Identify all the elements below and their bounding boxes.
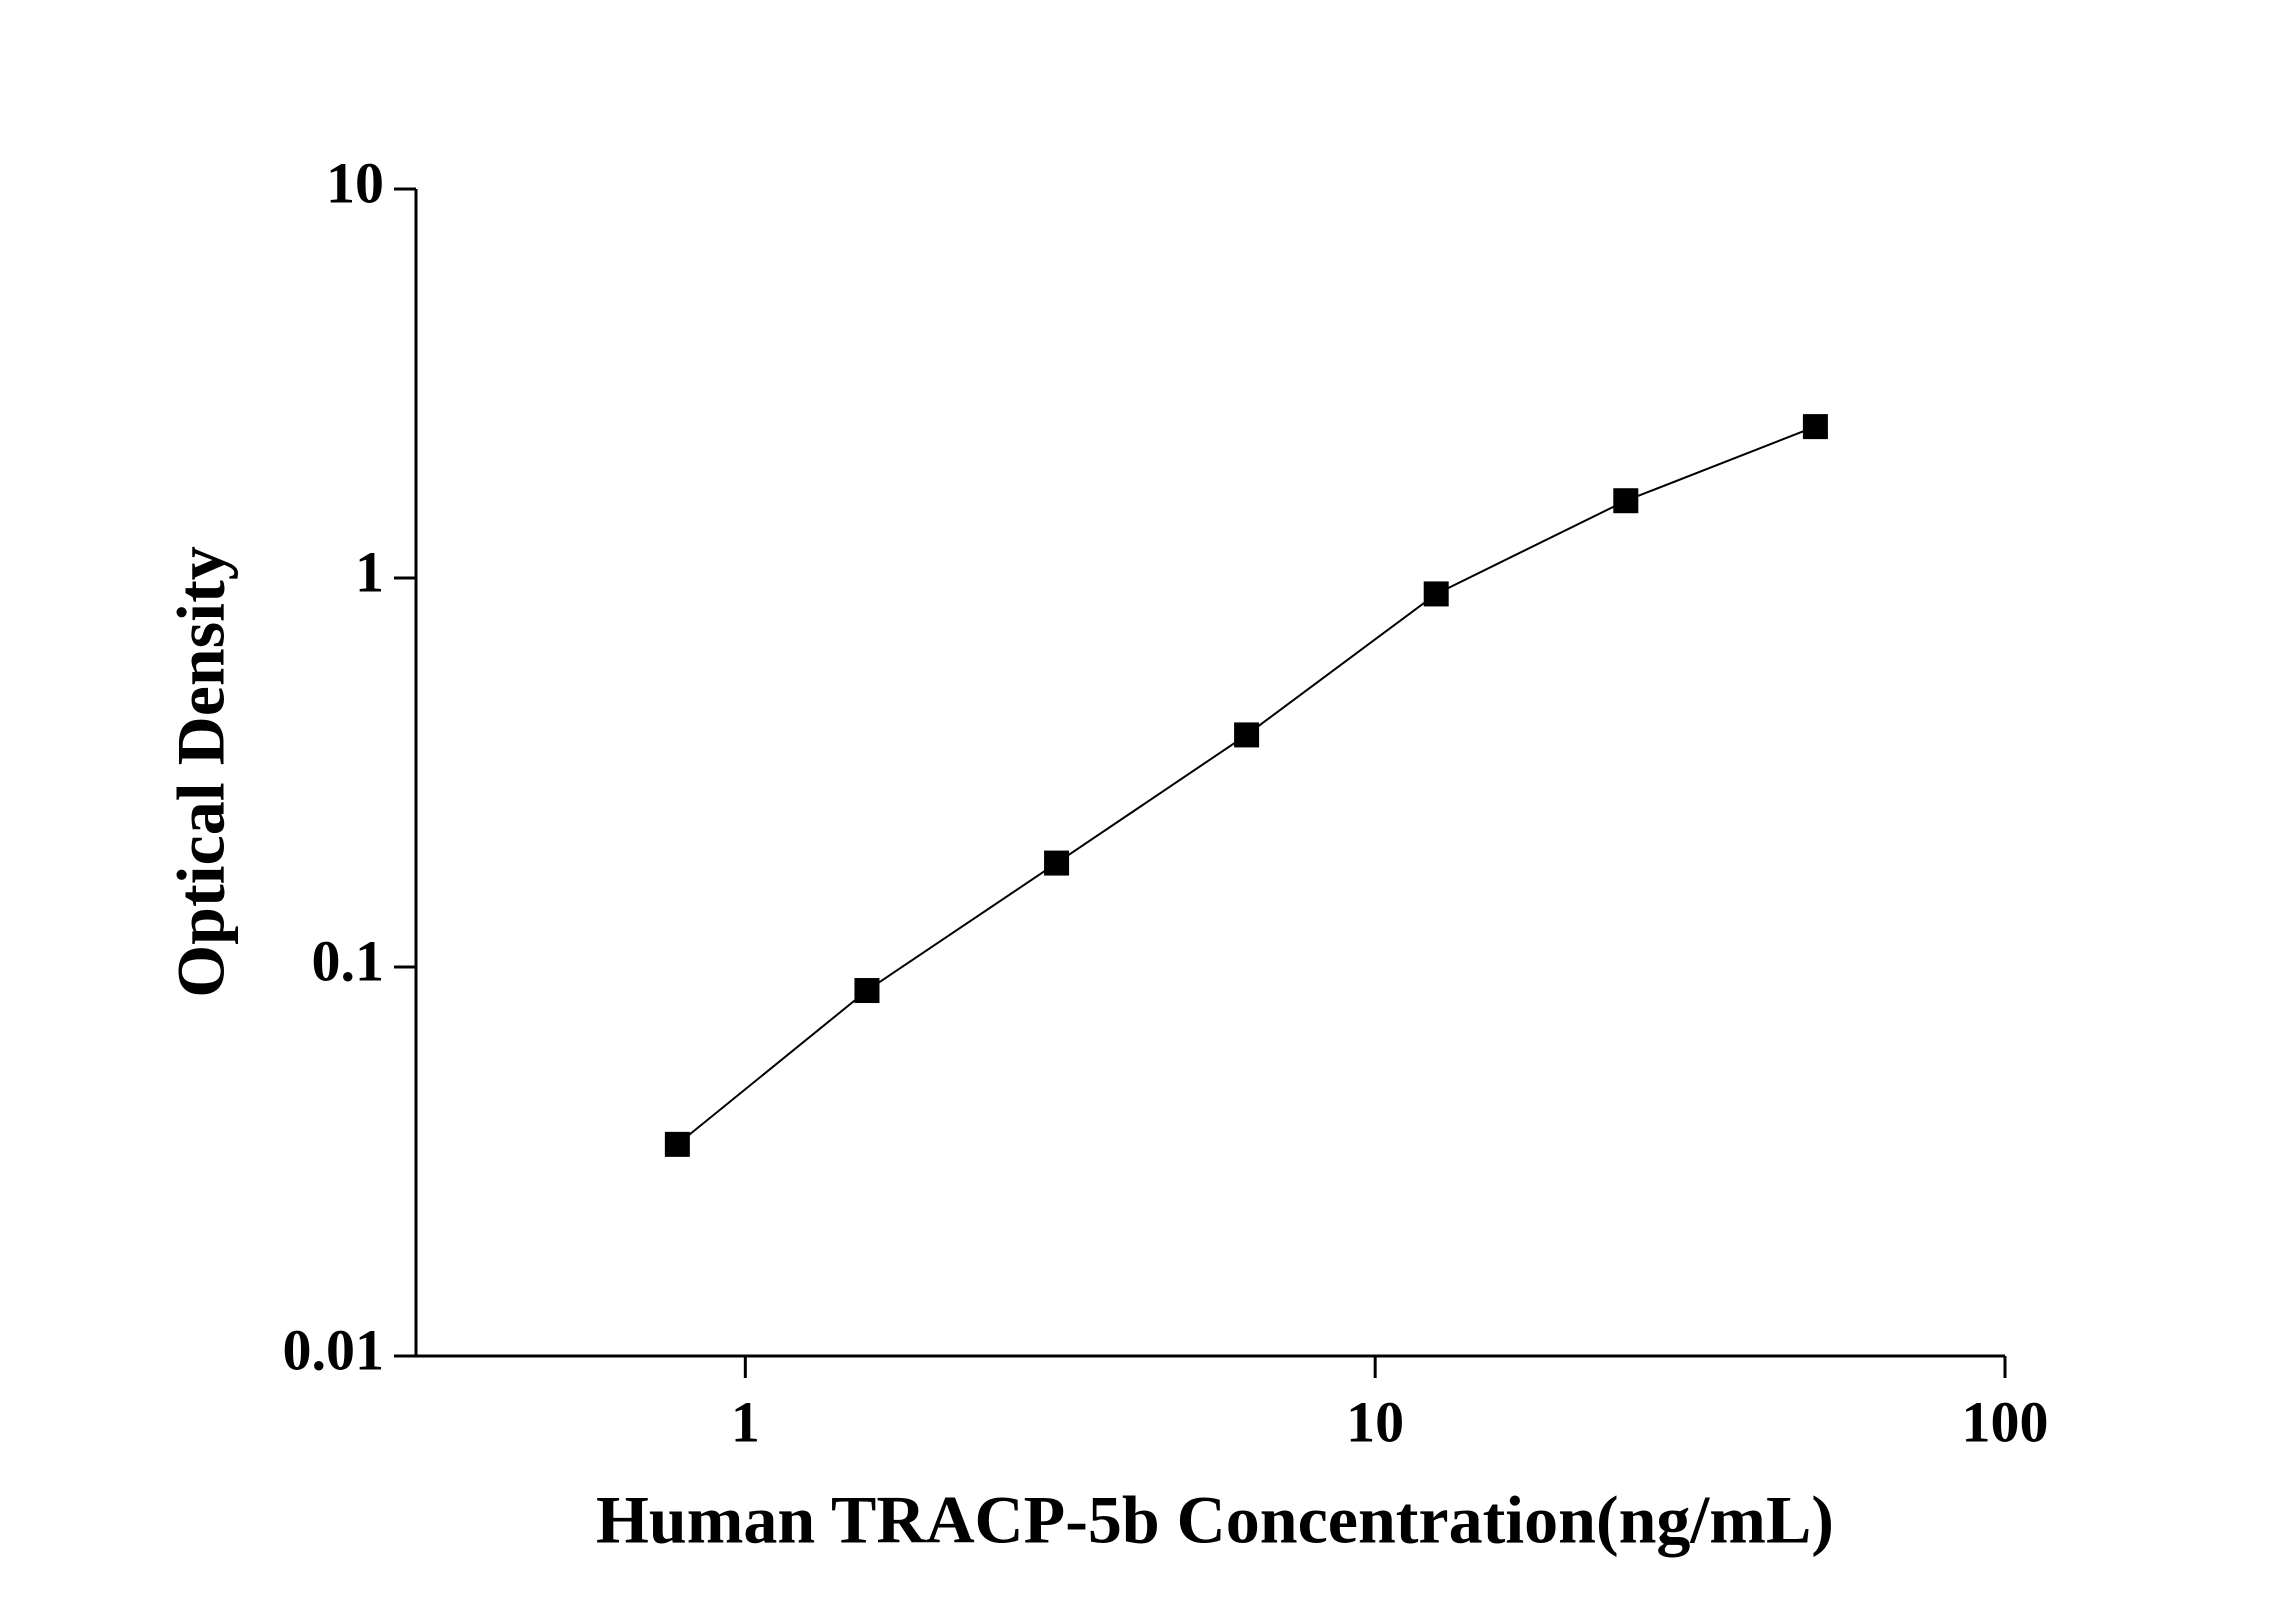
data-point (1044, 850, 1070, 876)
x-axis-title: Human TRACP-5b Concentration(ng/mL) (596, 1482, 1834, 1558)
data-point (854, 978, 880, 1004)
x-tick-label: 10 (1346, 1389, 1404, 1454)
y-tick-label: 10 (326, 150, 384, 215)
data-point (664, 1131, 690, 1157)
series-line (676, 425, 1816, 1146)
y-axis-title: Optical Density (163, 546, 239, 997)
x-tick-label: 100 (1962, 1389, 2049, 1454)
data-point (1423, 581, 1449, 607)
y-tick-label: 0.1 (312, 928, 385, 993)
y-tick-label: 0.01 (283, 1317, 385, 1382)
data-point (1234, 722, 1260, 748)
data-point (1802, 414, 1828, 440)
y-tick-label: 1 (355, 539, 384, 604)
data-point (1613, 488, 1639, 514)
x-tick-label: 1 (731, 1389, 760, 1454)
